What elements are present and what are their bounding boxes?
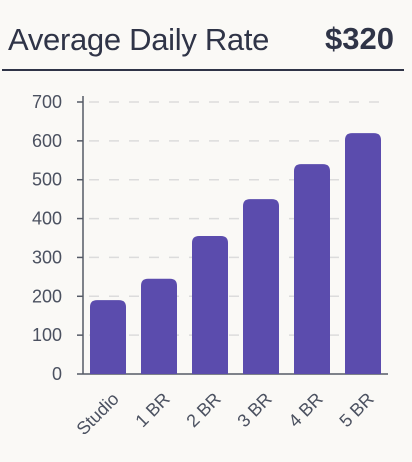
bar-3-br [243,199,279,374]
x-tick-label: 1 BR [131,389,173,431]
bar-studio [90,300,126,374]
y-tick-label: 700 [32,92,62,112]
y-tick-label: 0 [52,364,62,384]
y-tick-label: 500 [32,170,62,190]
y-tick-label: 600 [32,131,62,151]
y-tick-label: 400 [32,209,62,229]
bar-2-br [192,236,228,374]
x-tick-label: 4 BR [284,389,326,431]
x-tick-label: 5 BR [335,389,377,431]
headline-value: $320 [325,21,394,56]
x-tick-label: 3 BR [233,389,275,431]
y-tick-label: 100 [32,325,62,345]
header-divider [2,69,404,71]
x-tick-label: 2 BR [182,389,224,431]
y-tick-label: 300 [32,247,62,267]
y-tick-label: 200 [32,286,62,306]
chart-header: Average Daily Rate $320 [0,0,412,71]
bar-4-br [294,164,330,374]
bar-1-br [141,278,177,374]
chart-title: Average Daily Rate [8,22,270,57]
x-tick-label: Studio [73,389,123,439]
bar-5-br [345,133,381,374]
